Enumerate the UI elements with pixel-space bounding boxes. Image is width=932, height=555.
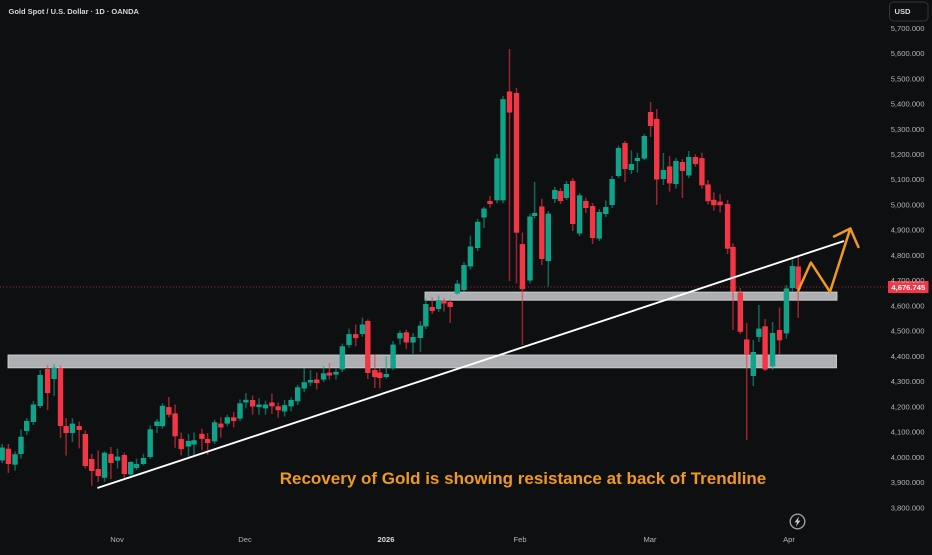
svg-text:5,100.000: 5,100.000: [891, 175, 925, 184]
svg-text:4,200.000: 4,200.000: [891, 402, 925, 411]
svg-text:Recovery of Gold is showing re: Recovery of Gold is showing resistance a…: [280, 469, 767, 488]
svg-text:Gold Spot / U.S. Dollar · 1D ·: Gold Spot / U.S. Dollar · 1D · OANDA: [9, 7, 140, 16]
svg-text:4,300.000: 4,300.000: [891, 377, 925, 386]
svg-text:4,000.000: 4,000.000: [891, 453, 925, 462]
svg-text:5,600.000: 5,600.000: [891, 49, 925, 58]
svg-text:5,200.000: 5,200.000: [891, 150, 925, 159]
svg-text:4,900.000: 4,900.000: [891, 226, 925, 235]
svg-text:3,800.000: 3,800.000: [891, 503, 925, 512]
svg-text:4,676.745: 4,676.745: [891, 283, 926, 292]
svg-text:5,000.000: 5,000.000: [891, 201, 925, 210]
svg-text:4,400.000: 4,400.000: [891, 352, 925, 361]
svg-text:5,300.000: 5,300.000: [891, 125, 925, 134]
svg-text:Nov: Nov: [110, 535, 124, 544]
svg-text:5,500.000: 5,500.000: [891, 74, 925, 83]
svg-text:Mar: Mar: [643, 535, 657, 544]
svg-text:Apr: Apr: [783, 535, 795, 544]
svg-text:4,800.000: 4,800.000: [891, 251, 925, 260]
svg-text:Feb: Feb: [513, 535, 526, 544]
svg-text:4,600.000: 4,600.000: [891, 301, 925, 310]
svg-text:5,700.000: 5,700.000: [891, 24, 925, 33]
svg-text:4,500.000: 4,500.000: [891, 327, 925, 336]
svg-text:5,400.000: 5,400.000: [891, 100, 925, 109]
svg-text:2026: 2026: [378, 535, 395, 544]
svg-text:3,900.000: 3,900.000: [891, 478, 925, 487]
svg-text:USD: USD: [895, 7, 912, 16]
svg-text:Dec: Dec: [238, 535, 252, 544]
svg-text:4,100.000: 4,100.000: [891, 428, 925, 437]
svg-text:4,700.000: 4,700.000: [891, 276, 925, 285]
